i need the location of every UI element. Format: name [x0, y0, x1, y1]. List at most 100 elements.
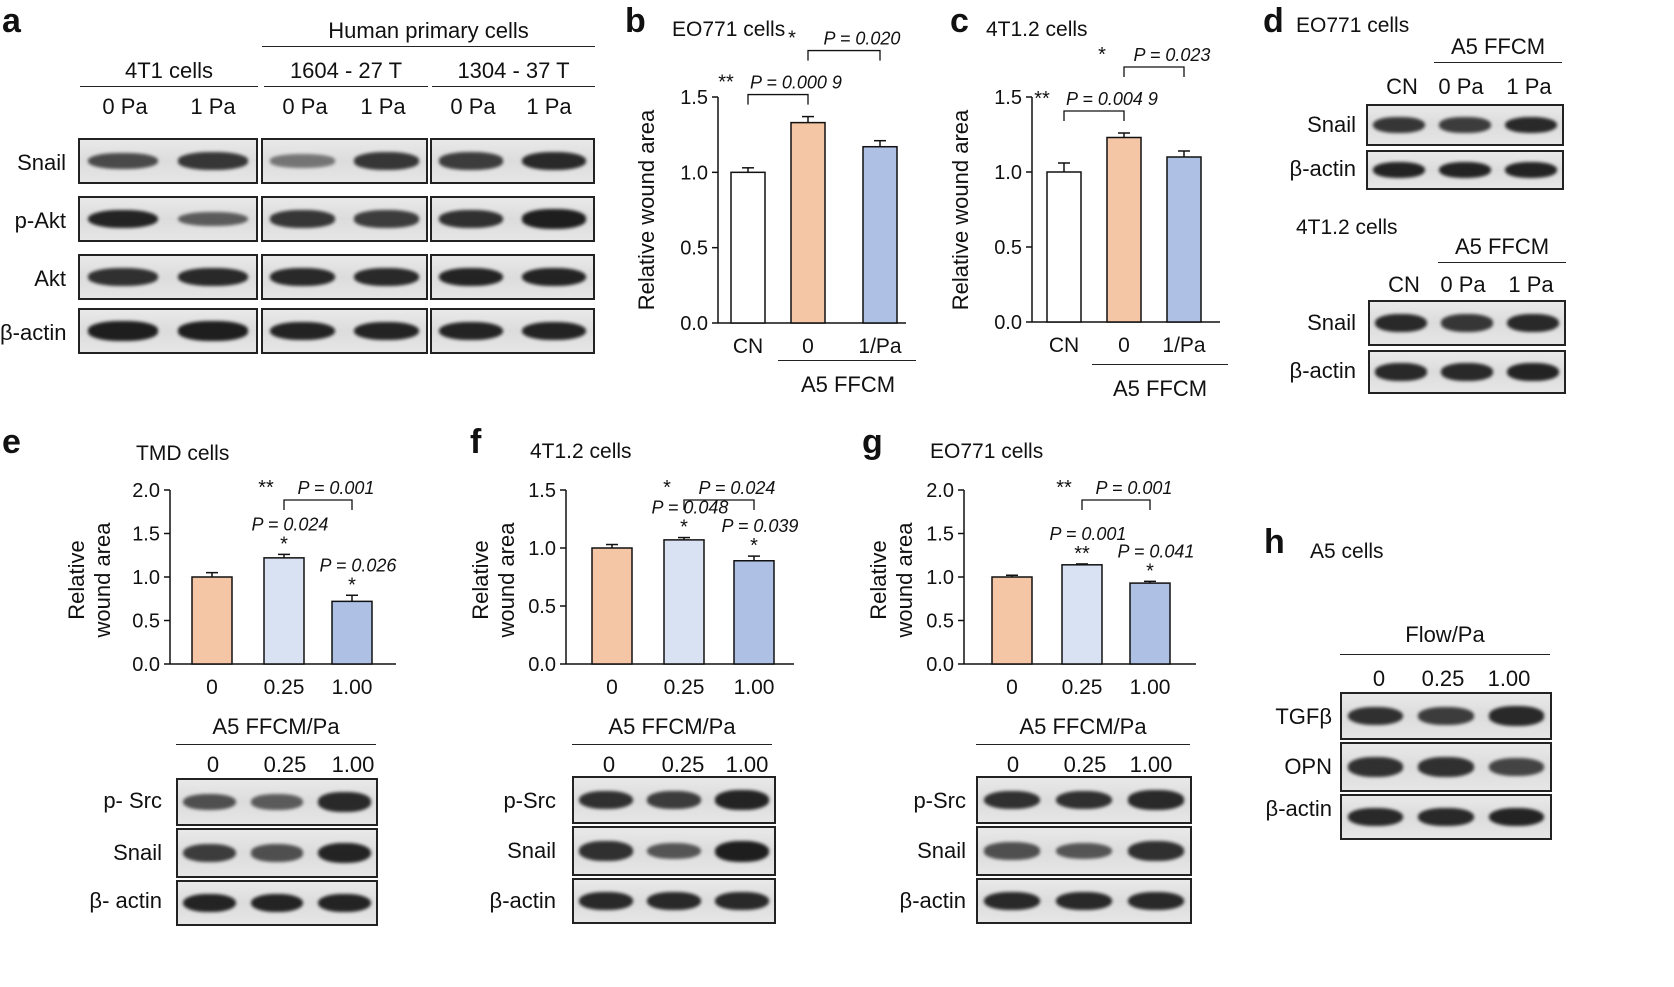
blot-band	[270, 154, 336, 168]
blot-band	[1418, 807, 1474, 827]
y-axis-label: Relative	[468, 540, 493, 619]
blot-band	[1127, 841, 1185, 861]
significance-bracket	[1081, 499, 1151, 510]
lane-label: 1.00	[1129, 752, 1173, 777]
panel-label-g: g	[862, 423, 883, 461]
x-tick-label: CN	[1049, 334, 1079, 357]
x-tick-label: 0	[606, 676, 618, 699]
blot-band	[87, 209, 159, 229]
p-value-label: P = 0.001	[1050, 524, 1127, 544]
y-axis-label: wound area	[494, 522, 519, 639]
lane-label: 0	[1006, 752, 1020, 777]
blot-band	[1347, 706, 1403, 726]
blot-band	[183, 893, 236, 913]
lane-label: 0 Pa	[450, 94, 496, 119]
row-label: TGFβ	[1275, 704, 1332, 729]
blot-band	[521, 321, 586, 341]
group-underline-b	[778, 360, 916, 361]
y-tick-label: 1.0	[528, 538, 556, 560]
group-underline	[1340, 654, 1550, 655]
blot-band	[1439, 161, 1491, 179]
bar	[862, 145, 898, 324]
bar	[591, 547, 633, 665]
significance-bracket	[283, 499, 353, 510]
blot-g-row1	[976, 776, 1192, 824]
blot-band	[353, 152, 419, 170]
blot-f-row2	[572, 826, 776, 876]
y-tick-label: 2.0	[132, 480, 160, 502]
blot-d-bottom-snail	[1368, 300, 1566, 346]
significance-stars: *	[1098, 44, 1106, 66]
row-label: p-Src	[913, 788, 966, 813]
bar	[733, 560, 775, 665]
group-label-c: A5 FFCM	[1112, 376, 1208, 401]
blot-band	[1439, 117, 1491, 133]
blot-header-4t1: 4T1 cells	[124, 58, 214, 83]
bar	[191, 576, 233, 665]
blot-a-actin-block3	[430, 308, 595, 354]
panel-label-h: h	[1264, 523, 1285, 561]
y-tick-label: 1.5	[132, 524, 160, 546]
panel-d-bottom-title: 4T1.2 cells	[1296, 216, 1398, 239]
y-tick-label: 1.0	[132, 567, 160, 589]
x-tick-label: 0.25	[664, 676, 705, 699]
blot-a-snail-block3	[430, 138, 595, 184]
y-tick-label: 0.5	[680, 238, 708, 260]
row-label: β-actin	[489, 888, 556, 913]
blot-band	[177, 321, 249, 341]
lane-label: 0 Pa	[1438, 74, 1484, 99]
x-tick-label: CN	[733, 335, 763, 358]
x-tick-label: 1.00	[1130, 676, 1171, 699]
header-underline	[80, 86, 258, 87]
blot-a-actin-block2	[261, 308, 428, 354]
significance-stars: *	[348, 574, 356, 596]
significance-stars: *	[663, 477, 671, 499]
y-tick-label: 0.0	[994, 312, 1022, 334]
x-tick-label: 0	[1118, 334, 1130, 357]
y-tick-label: 2.0	[926, 480, 954, 502]
panel-label-f: f	[470, 423, 482, 461]
blot-band	[87, 267, 159, 286]
x-tick-label: 1/Pa	[1162, 334, 1206, 357]
blot-a-akt-block1	[78, 254, 258, 300]
lane-label: 0 Pa	[102, 94, 148, 119]
significance-stars: **	[258, 477, 274, 499]
p-value-label: P = 0.024	[252, 514, 329, 534]
blot-band	[1375, 313, 1427, 333]
panel-h-title: A5 cells	[1310, 540, 1384, 563]
group-underline	[176, 744, 376, 745]
row-label: β-actin	[1289, 358, 1356, 383]
lane-label: 1 Pa	[1506, 74, 1552, 99]
blot-f-row1	[572, 776, 776, 824]
lane-label: 0	[1372, 666, 1386, 691]
y-tick-label: 0.0	[680, 313, 708, 335]
group-underline	[976, 744, 1190, 745]
blot-band	[521, 209, 586, 229]
bar	[790, 121, 826, 324]
x-tick-label: 1/Pa	[858, 335, 902, 358]
blot-header-f: A5 FFCM/Pa	[608, 714, 736, 739]
blot-g-row3	[976, 878, 1192, 924]
blot-band	[579, 891, 633, 911]
lane-label: 0 Pa	[1440, 272, 1486, 297]
panel-label-d: d	[1263, 2, 1284, 40]
blot-band	[1375, 363, 1427, 381]
lane-label: 0.25	[1063, 752, 1107, 777]
lane-label: 1 Pa	[526, 94, 572, 119]
y-axis-label: wound area	[90, 522, 115, 639]
blot-d-top-bactin	[1366, 150, 1564, 190]
row-label-akt: Akt	[34, 266, 66, 291]
significance-stars: **	[1056, 477, 1072, 499]
blot-a-akt-block3	[430, 254, 595, 300]
blot-band	[1505, 116, 1557, 134]
x-tick-label: 0.25	[264, 676, 305, 699]
blot-band	[647, 791, 701, 809]
y-tick-label: 0.0	[528, 654, 556, 676]
blot-band	[715, 891, 769, 911]
blot-a-pakt-block2	[261, 196, 428, 242]
blot-band	[579, 790, 633, 810]
blot-band	[1507, 313, 1559, 333]
blot-band	[1055, 891, 1113, 911]
blot-e-row1	[176, 778, 378, 826]
lane-label: 1 Pa	[360, 94, 406, 119]
